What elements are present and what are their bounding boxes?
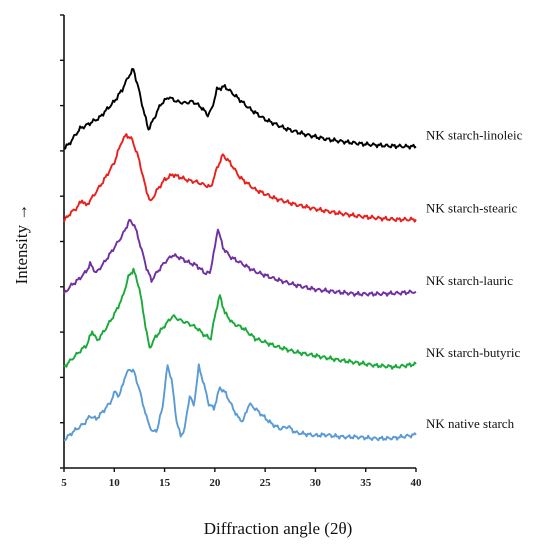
series-label: NK starch-stearic: [426, 201, 518, 216]
series-label: NK starch-butyric: [426, 345, 520, 360]
x-tick-label: 5: [61, 477, 67, 489]
series-label: NK starch-linoleic: [426, 128, 523, 143]
series-label: NK native starch: [426, 416, 515, 431]
series-line-5: [63, 363, 417, 442]
series-line-3: [63, 218, 417, 297]
x-tick-label: 10: [109, 477, 121, 489]
labels: NK starch-linoleic NK starch-stearic NK st…: [426, 128, 523, 431]
series-line-2: [63, 133, 417, 223]
series-line-4: [63, 267, 417, 370]
axes: 5 10 15 20 25 30 35 40: [60, 14, 423, 489]
x-tick-label: 20: [209, 477, 221, 489]
x-tick-label: 30: [310, 477, 322, 489]
x-tick-label: 15: [159, 477, 171, 489]
series-group: [63, 68, 417, 442]
series-label: NK starch-lauric: [426, 273, 513, 288]
x-axis-title: Diffraction angle (2θ): [204, 519, 353, 538]
x-tick-label: 40: [411, 477, 423, 489]
y-axis-title: Intensity →: [12, 204, 31, 285]
series-line-1: [63, 68, 417, 150]
x-tick-label: 25: [260, 477, 272, 489]
x-tick-label: 35: [360, 477, 372, 489]
